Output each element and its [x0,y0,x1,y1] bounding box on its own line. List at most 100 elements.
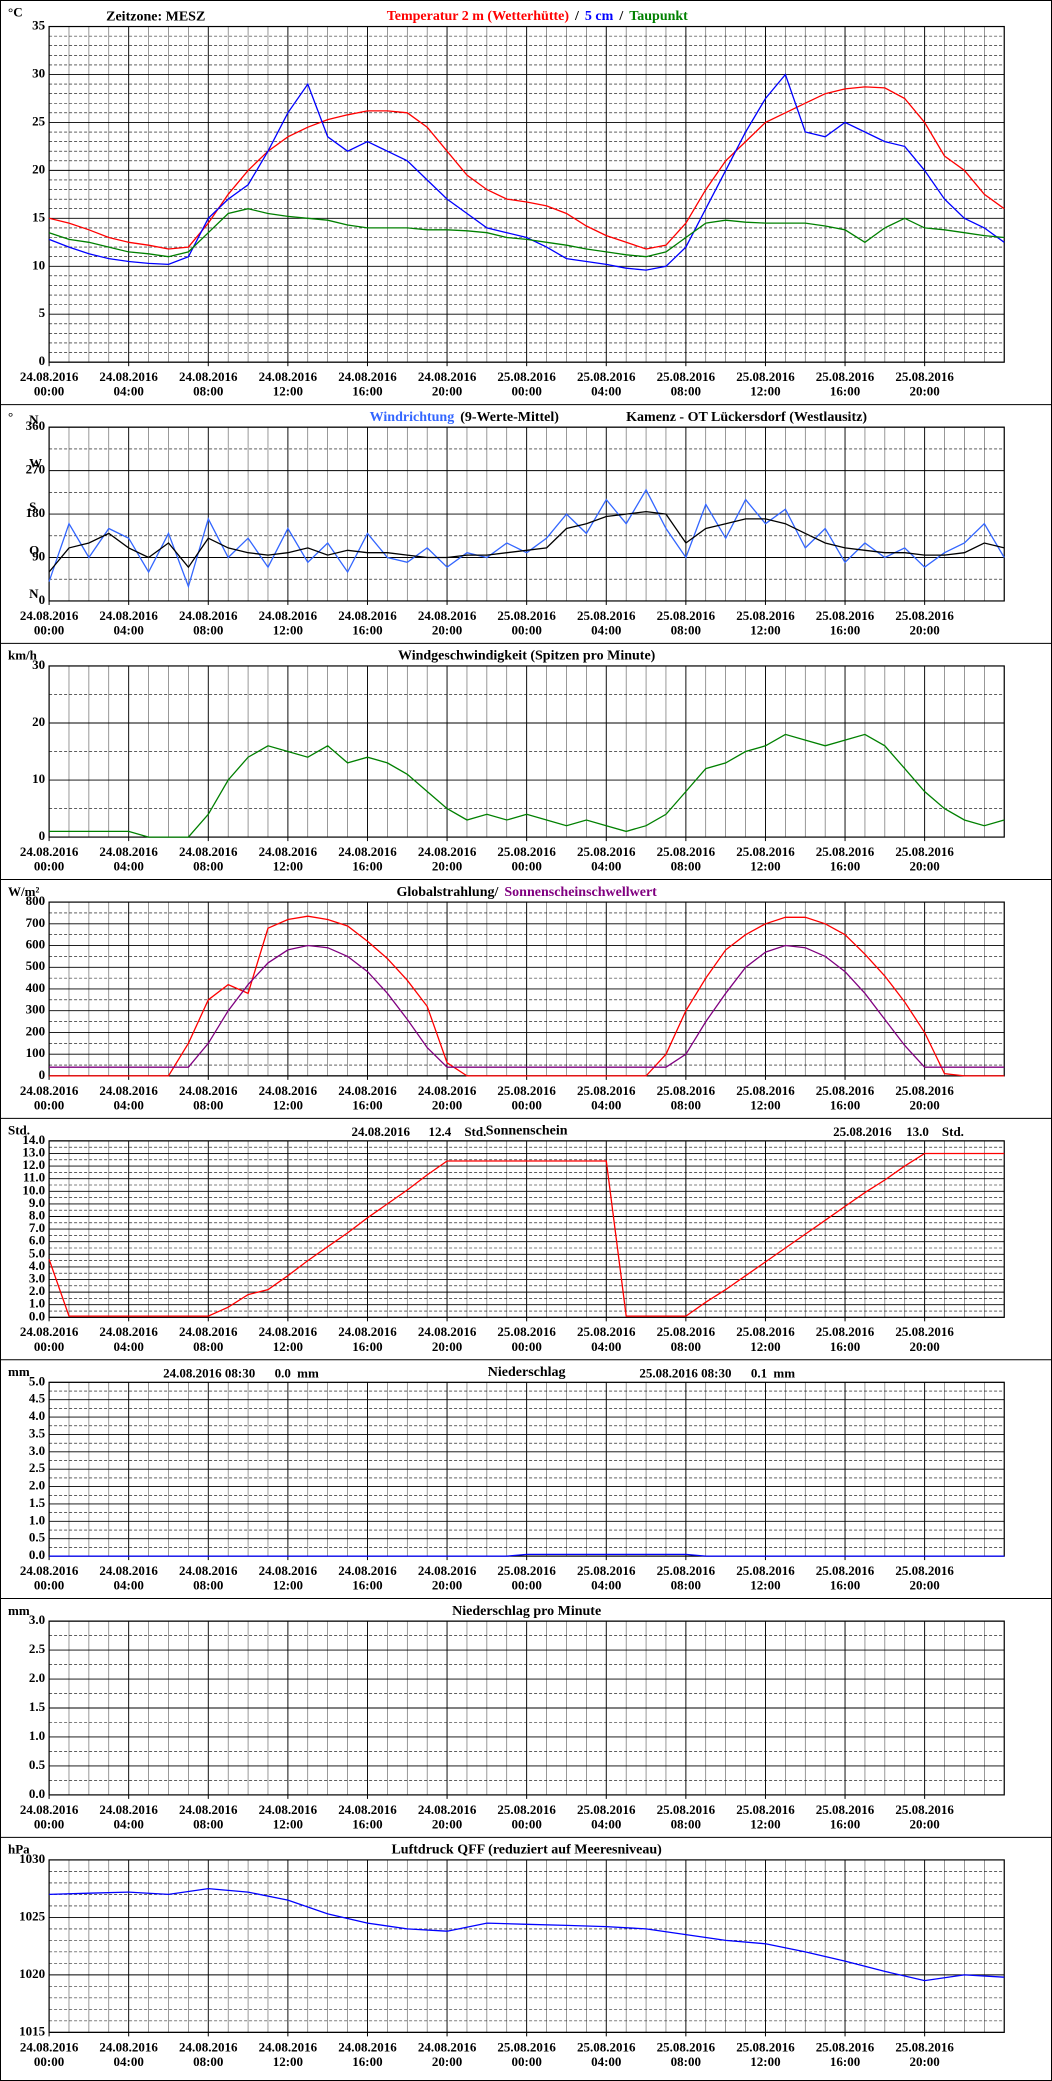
x-tick-date: 25.08.2016 [736,1563,795,1578]
x-tick-date: 25.08.2016 [657,1324,716,1339]
x-tick-date: 25.08.2016 [816,1563,875,1578]
y-tick-label: 1020 [19,1966,45,1981]
y-tick-label: 1015 [19,2023,46,2038]
x-tick-date: 25.08.2016 [657,1802,716,1817]
x-tick-date: 25.08.2016 [895,369,954,384]
x-tick-time: 12:00 [273,1339,303,1354]
annotation: 24.08.2016 [352,1124,411,1139]
x-tick-time: 20:00 [432,1097,462,1112]
title-part: Windrichtung [370,410,455,425]
x-tick-date: 25.08.2016 [895,1802,954,1817]
x-tick-date: 24.08.2016 [338,2039,397,2054]
y-tick-letter: N [29,412,39,427]
x-tick-date: 24.08.2016 [179,1083,238,1098]
x-tick-time: 12:00 [273,384,303,399]
annotation: 12.4 [428,1124,451,1139]
annotation: 25.08.2016 [833,1124,892,1139]
y-tick-label: 1030 [19,1851,45,1866]
x-tick-time: 20:00 [432,2054,462,2069]
x-tick-date: 24.08.2016 [20,2039,79,2054]
x-tick-date: 25.08.2016 [497,1802,556,1817]
y-tick-label: 30 [32,657,45,672]
x-tick-time: 12:00 [750,1339,780,1354]
y-tick-label: 0 [39,828,46,843]
x-tick-time: 12:00 [273,859,303,874]
plot-frame [48,1140,1005,1318]
plot-frame [48,1620,1005,1796]
x-tick-date: 24.08.2016 [179,1563,238,1578]
y-tick-label: 12.0 [22,1157,45,1172]
x-tick-date: 25.08.2016 [497,1563,556,1578]
x-tick-time: 04:00 [114,859,144,874]
timezone: Zeitzone: MESZ [106,9,205,24]
x-tick-time: 20:00 [909,1578,939,1593]
x-tick-time: 12:00 [750,384,780,399]
x-tick-time: 20:00 [432,1816,462,1831]
series-line [49,915,1005,1077]
x-tick-time: 08:00 [671,1578,701,1593]
unit-label: Std. [8,1123,30,1138]
x-tick-time: 00:00 [34,859,64,874]
x-tick-date: 25.08.2016 [497,2039,556,2054]
x-tick-time: 08:00 [671,1097,701,1112]
x-tick-date: 25.08.2016 [895,1083,954,1098]
x-tick-date: 25.08.2016 [497,844,556,859]
unit-label: ° [8,409,13,424]
x-tick-time: 20:00 [432,384,462,399]
x-tick-date: 25.08.2016 [736,608,795,623]
annotation: 0.0 [275,1365,291,1380]
plot-frame [48,665,1005,838]
x-tick-date: 24.08.2016 [179,2039,238,2054]
x-tick-date: 24.08.2016 [20,369,79,384]
x-tick-time: 20:00 [432,622,462,637]
x-tick-date: 24.08.2016 [99,1083,158,1098]
x-tick-date: 24.08.2016 [259,1563,318,1578]
x-tick-time: 20:00 [909,2054,939,2069]
x-tick-time: 16:00 [352,384,382,399]
y-tick-label: 1.5 [29,1699,46,1714]
series-line [48,73,1005,271]
title-part: Niederschlag pro Minute [452,1604,601,1619]
x-tick-time: 20:00 [909,384,939,399]
x-tick-date: 25.08.2016 [816,2039,875,2054]
x-tick-time: 04:00 [114,2054,144,2069]
x-tick-time: 16:00 [830,1339,860,1354]
x-tick-date: 25.08.2016 [736,1802,795,1817]
x-tick-time: 16:00 [352,1816,382,1831]
y-tick-label: 180 [26,505,46,520]
y-tick-label: 4.0 [29,1258,45,1273]
x-tick-date: 25.08.2016 [816,1324,875,1339]
y-tick-label: 270 [26,462,46,477]
x-tick-time: 16:00 [352,1097,382,1112]
y-tick-label: 2.5 [29,1641,46,1656]
x-tick-time: 04:00 [114,622,144,637]
x-tick-date: 25.08.2016 [736,369,795,384]
x-tick-time: 12:00 [273,1578,303,1593]
y-tick-label: 15 [32,209,46,224]
title-part: Globalstrahlung/ [396,885,499,900]
y-tick-letter: S [29,499,36,514]
y-tick-label: 400 [26,980,46,995]
x-tick-time: 08:00 [193,1578,223,1593]
x-tick-time: 12:00 [750,1578,780,1593]
y-tick-label: 0.5 [29,1757,46,1772]
x-tick-time: 12:00 [273,622,303,637]
x-tick-time: 00:00 [511,1816,541,1831]
x-tick-date: 25.08.2016 [895,2039,954,2054]
x-tick-date: 24.08.2016 [418,1324,477,1339]
x-tick-time: 16:00 [352,1339,382,1354]
series-line [48,1152,1005,1317]
x-tick-time: 00:00 [34,384,64,399]
x-tick-time: 00:00 [34,1816,64,1831]
x-tick-time: 12:00 [273,1097,303,1112]
x-tick-time: 08:00 [193,384,223,399]
chart-title: Temperatur 2 m (Wetterhütte) / 5 cm / Taupun… [387,9,688,24]
y-tick-label: 1.0 [29,1296,45,1311]
x-tick-time: 16:00 [830,1816,860,1831]
x-tick-time: 08:00 [671,859,701,874]
y-tick-label: 3.0 [29,1612,45,1627]
x-tick-time: 00:00 [511,384,541,399]
y-tick-label: 2.0 [29,1283,45,1298]
x-tick-date: 24.08.2016 [20,844,79,859]
y-tick-label: 0.0 [29,1786,45,1801]
